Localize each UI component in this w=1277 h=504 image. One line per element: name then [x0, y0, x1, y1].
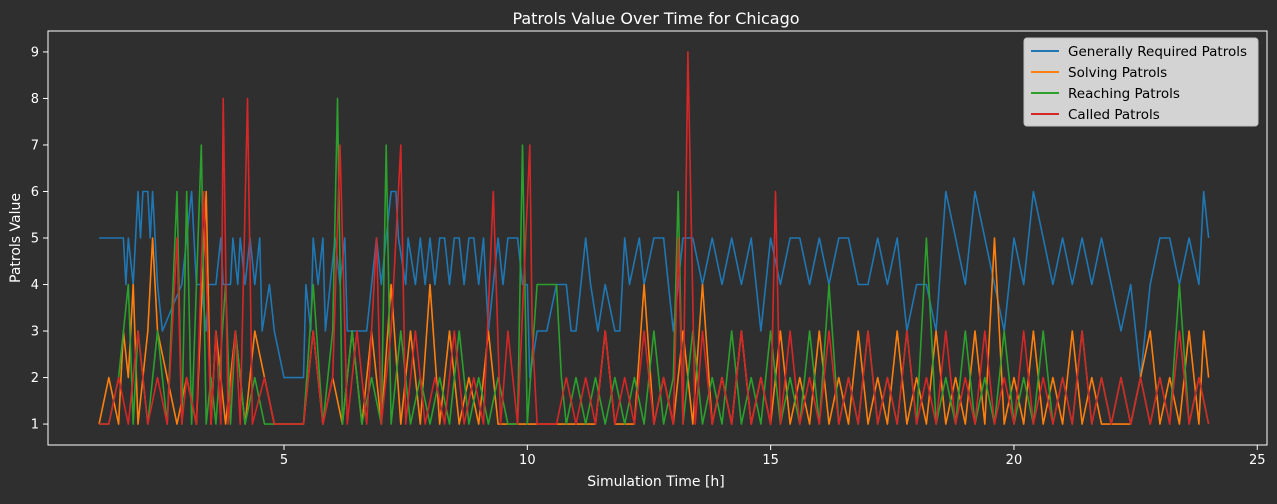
x-tick-label: 10	[519, 453, 536, 468]
legend: Generally Required Patrols Solving Patrol…	[1023, 37, 1259, 127]
legend-label-generally-required-patrols: Generally Required Patrols	[1068, 44, 1247, 60]
series-line-called-patrols	[99, 51, 1210, 425]
x-tick-label: 5	[280, 453, 288, 468]
y-tick-label: 4	[31, 278, 39, 293]
y-tick-label: 5	[31, 232, 39, 247]
y-tick-label: 6	[31, 185, 39, 200]
series-group	[98, 51, 1210, 425]
x-tick-label: 25	[1249, 453, 1266, 468]
y-tick-label: 1	[31, 418, 39, 433]
legend-box	[1023, 37, 1259, 127]
legend-label-solving-patrols: Solving Patrols	[1068, 65, 1167, 81]
x-axis-label: Simulation Time [h]	[587, 474, 725, 490]
y-tick-label: 3	[31, 325, 39, 340]
x-tick-label: 20	[1006, 453, 1023, 468]
chart-title: Patrols Value Over Time for Chicago	[512, 9, 799, 28]
y-axis-label: Patrols Value	[8, 193, 24, 283]
x-axis: 5 10 15 20 25	[280, 445, 1266, 468]
legend-label-reaching-patrols: Reaching Patrols	[1068, 86, 1180, 102]
legend-label-called-patrols: Called Patrols	[1068, 107, 1160, 123]
y-tick-label: 9	[31, 45, 39, 60]
y-tick-label: 7	[31, 138, 39, 153]
y-axis: 1 2 3 4 5 6 7 8 9	[31, 45, 48, 433]
x-tick-label: 15	[762, 453, 779, 468]
y-tick-label: 2	[31, 371, 39, 386]
y-tick-label: 8	[31, 92, 39, 107]
series-line-generally-required-patrols	[99, 190, 1210, 379]
